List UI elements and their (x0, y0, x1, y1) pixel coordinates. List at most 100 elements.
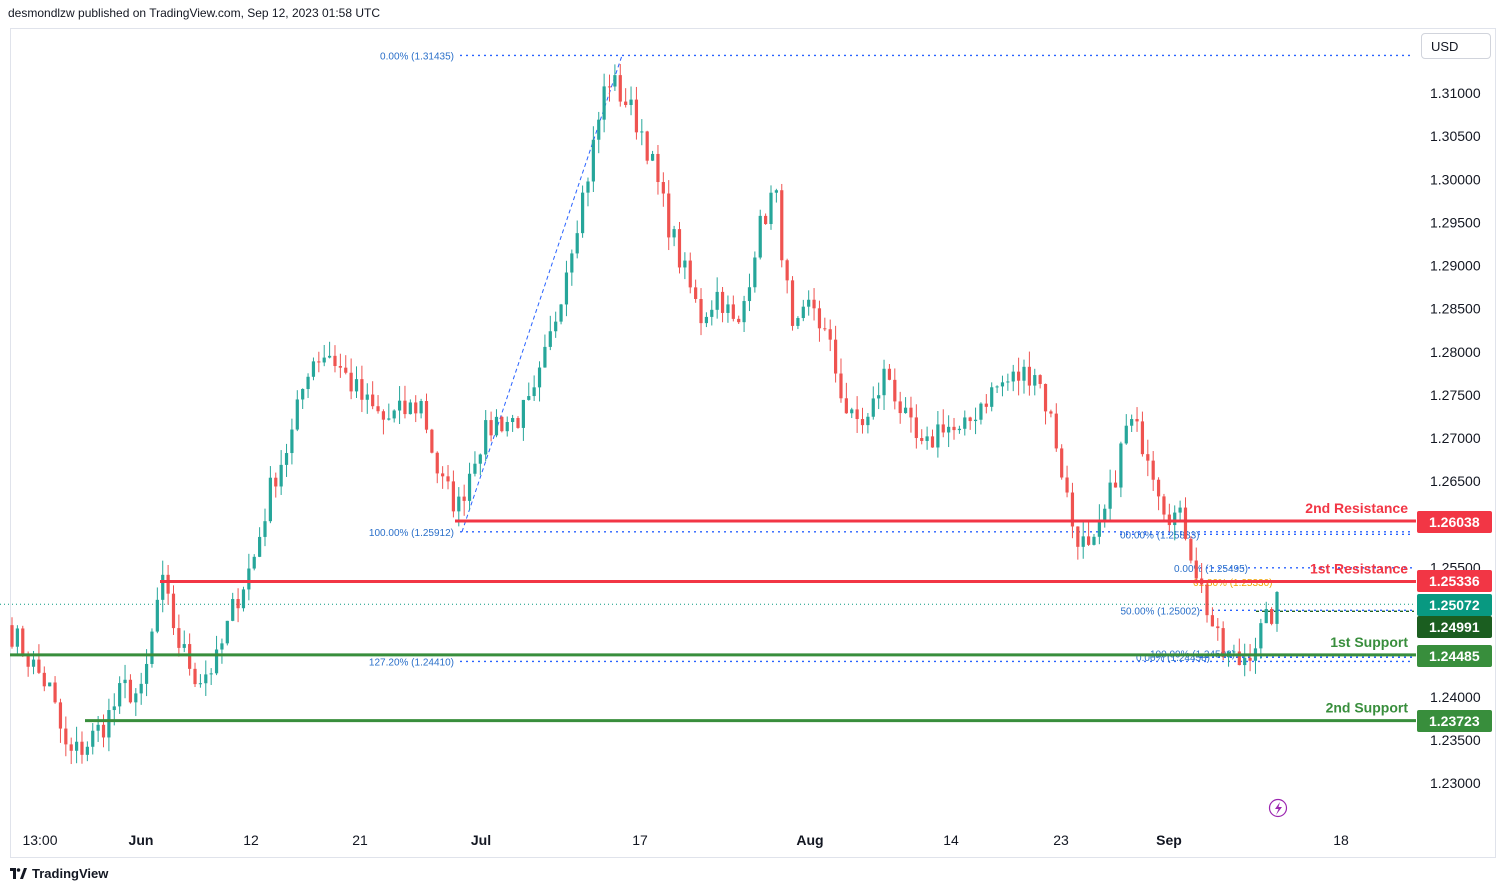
candle (231, 592, 235, 622)
fib-label: 0.00% (1.24458) (1136, 653, 1210, 664)
candle (947, 415, 951, 448)
price-tag-bg (1417, 594, 1492, 616)
candle (995, 385, 999, 394)
price-tick-label: 1.26500 (1430, 473, 1481, 489)
candle (1173, 505, 1177, 541)
candle-body (128, 679, 133, 703)
candle-body (801, 306, 805, 319)
candle-body (204, 674, 208, 684)
candle-body (139, 683, 143, 694)
candle (634, 86, 639, 140)
candle (1022, 359, 1026, 394)
price-tick-label: 1.29000 (1430, 258, 1481, 274)
candle (731, 295, 735, 322)
currency-button[interactable]: USD (1421, 33, 1491, 59)
candle (629, 86, 633, 116)
candle-body (31, 659, 36, 667)
price-tag-bg (1417, 710, 1492, 732)
candle (559, 303, 563, 325)
candle-body (537, 367, 542, 388)
candle (419, 398, 423, 419)
candle-body (893, 379, 897, 402)
candle (1232, 644, 1236, 654)
candle-body (371, 394, 375, 407)
candle (710, 300, 714, 326)
candle-body (349, 372, 353, 392)
candle-body (177, 628, 181, 648)
candle (737, 315, 741, 325)
candle (1043, 383, 1048, 425)
candle-body (1092, 536, 1096, 545)
candle-body (500, 416, 504, 432)
candle-body (74, 741, 79, 751)
candle-body (1162, 496, 1166, 515)
candle (1097, 504, 1101, 545)
candle-body (1038, 375, 1042, 384)
candle-body (1006, 381, 1010, 383)
candle-body (311, 361, 316, 377)
candle-body (91, 730, 95, 747)
candle (704, 312, 709, 328)
time-tick-label: Sep (1156, 832, 1182, 848)
candle (769, 185, 773, 230)
candle-body (473, 463, 477, 474)
candle (850, 407, 854, 419)
candle (128, 674, 133, 704)
candle-body (1000, 382, 1005, 387)
candle (414, 395, 418, 423)
candle (376, 395, 380, 414)
candle-body (15, 628, 19, 647)
candle-body (408, 402, 412, 415)
footer-brand[interactable]: TradingView (10, 866, 108, 881)
lightning-icon[interactable] (1268, 798, 1288, 818)
fibonacci-layer: 0.00% (1.31435) 100.00% (1.25912) 127.20% … (0, 51, 1414, 668)
candle (349, 358, 353, 400)
candle (543, 334, 547, 368)
candle-body (860, 419, 865, 426)
candle (354, 366, 359, 398)
candle-body (1081, 536, 1085, 547)
candle-body (624, 101, 628, 105)
candle-body (1060, 448, 1064, 478)
candle-body (548, 331, 552, 347)
candle (650, 150, 655, 162)
candle-body (1156, 479, 1161, 497)
candle (171, 585, 176, 635)
candle (484, 410, 488, 462)
candle (973, 407, 978, 435)
candle-body (387, 418, 391, 420)
candle (1270, 607, 1274, 626)
candle (936, 411, 940, 458)
candle (74, 726, 79, 764)
candle-body (274, 477, 278, 487)
candle (694, 279, 698, 303)
candle (69, 737, 73, 765)
candle (144, 649, 149, 697)
candle-body (527, 396, 531, 400)
candle (1119, 441, 1123, 498)
price-tick-label: 1.23000 (1430, 775, 1481, 791)
candle-body (1027, 366, 1031, 386)
candle-body (435, 452, 439, 474)
candle (274, 472, 278, 498)
candle-body (96, 724, 100, 731)
candle (392, 409, 396, 423)
candle-body (1151, 460, 1155, 480)
candle (118, 676, 122, 714)
candle (925, 426, 929, 450)
level-label: 1st Resistance (1310, 561, 1408, 577)
candle-body (1011, 371, 1015, 382)
candle (990, 382, 994, 412)
candle (855, 396, 859, 433)
time-tick-label: Aug (796, 832, 823, 848)
candle (1205, 582, 1209, 623)
candle (548, 315, 552, 351)
candle-body (1076, 526, 1080, 547)
price-tag: 1.24991 (1417, 616, 1492, 638)
candle (21, 625, 25, 657)
candle-body (887, 368, 892, 380)
candle (403, 385, 407, 419)
price-tag: 1.25072 (1417, 594, 1492, 616)
candle (150, 628, 154, 668)
